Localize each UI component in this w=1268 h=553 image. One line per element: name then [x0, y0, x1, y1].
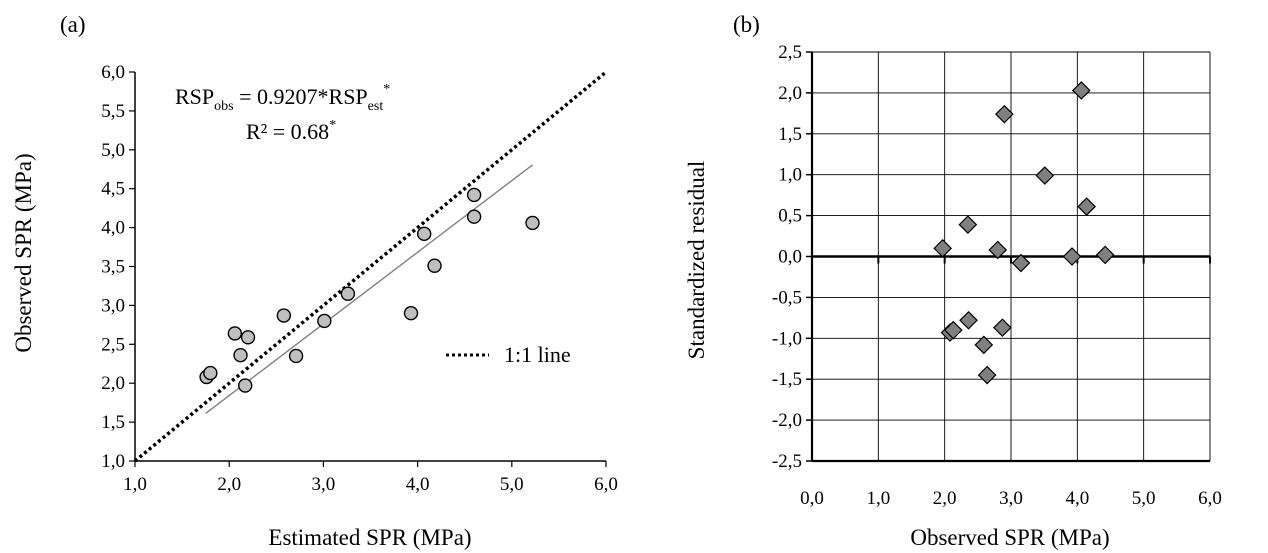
- panel-a-x-tick-label: 1,0: [123, 474, 147, 495]
- residual-point: [974, 335, 994, 355]
- data-point: [466, 187, 482, 203]
- data-point: [416, 226, 432, 242]
- panel-b-y-tick-label: 2,0: [778, 83, 802, 104]
- residual-point: [959, 310, 978, 330]
- panel-a-y-tick-label: 1,0: [101, 451, 125, 472]
- regression-fit-line: [205, 164, 533, 415]
- data-point: [427, 258, 442, 273]
- residual-point: [977, 365, 997, 385]
- r-squared: R² = 0.68*: [246, 118, 336, 144]
- panel-b-y-tick-label: 0,0: [778, 247, 802, 268]
- panel-a-x-axis-label: Estimated SPR (MPa): [268, 525, 471, 550]
- panel-a-x-tick-label: 3,0: [312, 474, 336, 495]
- regression-equation: RSPobs = 0.9207*RSPest*: [175, 82, 390, 114]
- legend-label: 1:1 line: [504, 342, 571, 367]
- residual-point: [1071, 81, 1091, 100]
- panel-b-x-tick-label: 1,0: [866, 488, 890, 509]
- panel-a-y-tick-label: 5,5: [101, 101, 125, 122]
- panel-a-scatter-estimated-vs-observed: (a) 1,01,52,02,53,03,54,04,55,05,56,01,0…: [11, 12, 618, 550]
- panel-b-y-tick-label: 1,0: [778, 165, 802, 186]
- panel-b-y-tick-label: 2,5: [778, 42, 802, 63]
- panel-a-y-tick-label: 4,0: [101, 218, 125, 239]
- residual-point: [958, 215, 978, 234]
- panel-b-x-axis-label: Observed SPR (MPa): [910, 525, 1109, 550]
- panel-b-residual-plot: (b) -2,5 -2,0 -1,5 -1,0 -0,5 0,0 0,5 1,0 1,5 2,0 2…: [684, 12, 1222, 550]
- panel-b-y-tick-label: 0,5: [778, 206, 802, 227]
- data-point: [466, 209, 482, 224]
- data-point: [317, 313, 332, 329]
- panel-a-y-tick-label: 2,0: [101, 373, 125, 394]
- panel-a-y-tick-label: 2,5: [101, 334, 125, 355]
- panel-b-x-tick-label: 6,0: [1198, 488, 1222, 509]
- residual-point: [993, 318, 1012, 338]
- panel-b-x-tick-label: 4,0: [1065, 488, 1089, 509]
- panel-b-x-tick-label: 0,0: [800, 488, 824, 509]
- panel-a-y-tick-label: 3,0: [101, 295, 125, 316]
- panel-b-points: [933, 81, 1115, 385]
- panel-b-y-axis-label: Standardized residual: [684, 161, 709, 360]
- panel-b-y-tick-label: -1,0: [772, 328, 802, 349]
- panel-a-x-tick-label: 6,0: [594, 474, 618, 495]
- panel-a-y-axis-label: Observed SPR (MPa): [11, 153, 36, 352]
- panel-b-y-tick-label: -1,5: [772, 369, 802, 390]
- panel-a-points: [199, 187, 540, 393]
- panel-a-axes: [129, 71, 607, 467]
- data-point: [203, 365, 218, 381]
- panel-b-axes: [806, 51, 1211, 463]
- data-point: [525, 215, 540, 231]
- data-point: [238, 378, 253, 393]
- residual-point: [1062, 247, 1082, 266]
- residual-point: [1077, 197, 1096, 216]
- panel-b-label: (b): [733, 12, 760, 37]
- panel-b-tick-labels: -2,5 -2,0 -1,5 -1,0 -0,5 0,0 0,5 1,0 1,5 2,0 2,5 0,…: [772, 42, 1222, 509]
- panel-a-y-tick-label: 6,0: [101, 62, 125, 83]
- panel-a-tick-labels: 1,0 1,5 2,0 2,5 3,0 3,5 4,0 4,5 5,0 5,5 6,0 1,0 2,0 3…: [101, 62, 618, 495]
- panel-a-x-tick-label: 4,0: [406, 474, 430, 495]
- panel-a-y-tick-label: 3,5: [101, 257, 125, 278]
- panel-b-x-tick-label: 2,0: [933, 488, 957, 509]
- residual-point: [1095, 245, 1115, 265]
- data-point: [288, 348, 304, 364]
- panel-b-x-tick-label: 3,0: [999, 488, 1023, 509]
- data-point: [276, 308, 292, 323]
- panel-a-label: (a): [60, 12, 86, 37]
- residual-point: [995, 104, 1014, 124]
- identity-line: [133, 70, 608, 463]
- panel-a-y-tick-label: 4,5: [101, 179, 125, 200]
- data-point: [227, 326, 243, 341]
- panel-a-x-tick-label: 5,0: [500, 474, 524, 495]
- panel-b-x-tick-label: 5,0: [1132, 488, 1156, 509]
- residual-point: [1035, 166, 1055, 185]
- panel-b-y-tick-label: -0,5: [772, 287, 802, 308]
- panel-a-lines: [133, 70, 608, 463]
- data-point: [340, 286, 356, 301]
- panel-b-y-tick-label: -2,0: [772, 410, 802, 431]
- panel-b-y-tick-label: 1,5: [778, 124, 802, 145]
- residual-point: [1011, 253, 1031, 273]
- panel-a-y-tick-label: 5,0: [101, 140, 125, 161]
- data-point: [240, 330, 256, 345]
- residual-point: [943, 320, 963, 340]
- panel-b-y-tick-label: -2,5: [772, 451, 802, 472]
- panel-a-x-tick-label: 2,0: [217, 474, 241, 495]
- residual-point: [988, 240, 1008, 260]
- panel-a-y-tick-label: 1,5: [101, 412, 125, 433]
- data-point: [403, 305, 419, 321]
- data-point: [233, 347, 248, 363]
- residual-point: [933, 238, 953, 258]
